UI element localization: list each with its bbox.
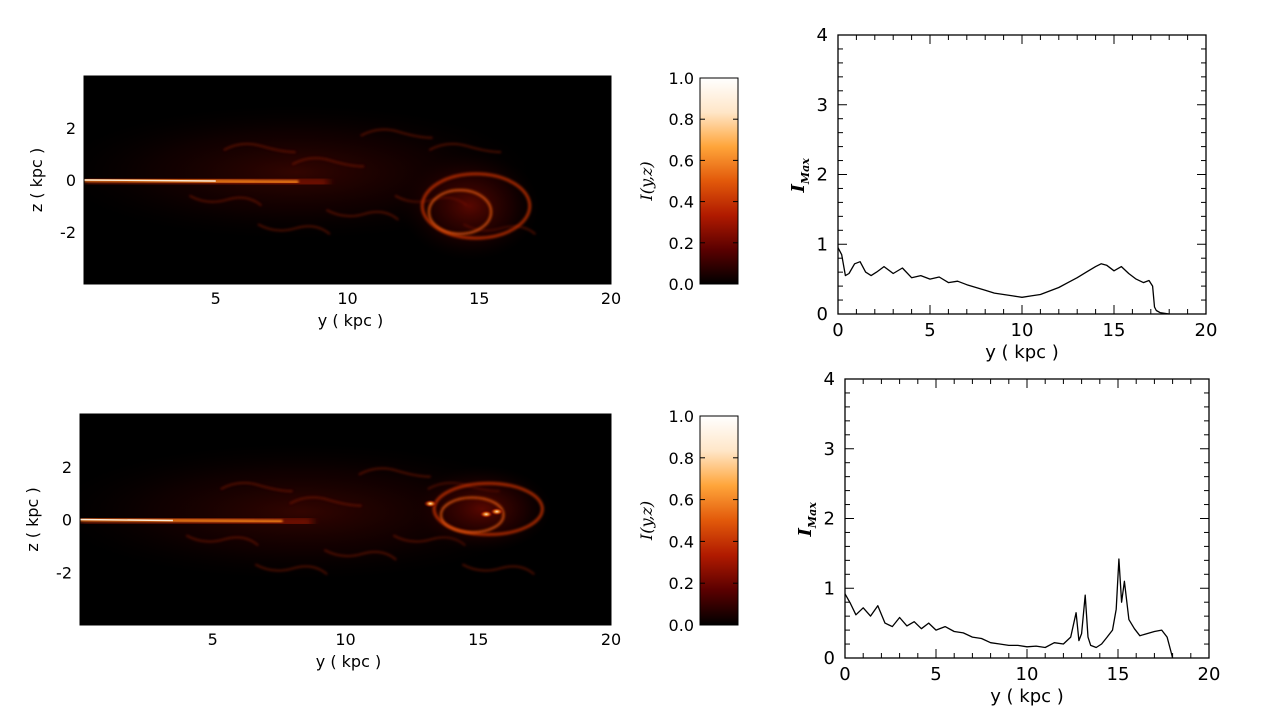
y-tick-label: 0	[817, 304, 828, 325]
y-tick-label: 4	[817, 25, 828, 46]
y-tick-label: 0	[66, 171, 76, 190]
heatmap-emission	[84, 104, 540, 261]
filament	[289, 496, 362, 507]
x-tick-label: 5	[930, 664, 941, 685]
jet-core	[80, 518, 173, 522]
colorbar-label: I(y,z)	[637, 501, 656, 541]
colorbar-tick-label: 0.4	[669, 193, 694, 212]
y-tick-label: 2	[824, 509, 835, 530]
x-tick-label: 10	[337, 289, 357, 308]
jet-core	[84, 179, 216, 182]
colorbar-tick-label: 1.0	[669, 69, 694, 88]
y-axis-label: z ( kpc )	[23, 487, 42, 551]
y-tick-label: 2	[62, 458, 72, 477]
y-tick-label: 2	[66, 119, 76, 138]
colorbar-tick-label: 0.2	[669, 234, 694, 253]
line-panel-bottom: 0 5 10 15 20 0 1 2 3 4 y ( kpc ) IMax	[795, 369, 1220, 707]
x-tick-label: 10	[335, 630, 355, 649]
colorbar-label: I(y,z)	[637, 161, 656, 201]
colorbar-tick-label: 1.0	[669, 407, 694, 426]
x-axis-label: y ( kpc )	[316, 652, 381, 671]
colorbar-tick-label: 0.4	[669, 532, 694, 551]
filament	[325, 209, 400, 221]
colorbar-top: 0.0 0.2 0.4 0.6 0.8 1.0 I(y,z)	[637, 69, 739, 294]
filament	[188, 194, 263, 207]
filament	[428, 142, 502, 154]
y-axis-label: IMax	[788, 158, 812, 194]
y-tick-label: 0	[824, 648, 835, 669]
filament	[185, 534, 259, 547]
x-tick-label: 15	[1103, 320, 1126, 341]
colorbar-tick-label: 0.6	[669, 151, 694, 170]
head-rim	[432, 481, 544, 537]
x-axis-label: y ( kpc )	[318, 311, 383, 330]
line-panel-top: 0 5 10 15 20 0 1 2 3 4 y ( kpc ) IMax	[788, 25, 1217, 363]
filament	[223, 142, 296, 154]
series-line	[844, 558, 1174, 659]
series-line	[837, 247, 1170, 315]
y-tick-label: 4	[824, 369, 835, 390]
x-tick-label: 5	[211, 289, 221, 308]
heatmap-frame	[83, 75, 612, 285]
colorbar-tick-label: 0.0	[669, 616, 694, 635]
colorbar-gradient	[699, 415, 739, 626]
head-rim	[420, 172, 532, 240]
y-axis-label: IMax	[795, 502, 819, 538]
y-tick-label: 2	[817, 165, 828, 186]
filament	[257, 223, 331, 235]
colorbar-tick-label: 0.2	[669, 574, 694, 593]
x-tick-label: 5	[924, 320, 935, 341]
hotspot	[489, 507, 504, 516]
y-tick-label: 0	[62, 511, 72, 530]
head-knot	[427, 189, 493, 235]
x-tick-label: 10	[1016, 664, 1039, 685]
x-tick-label: 10	[1011, 320, 1034, 341]
x-tick-label: 15	[469, 289, 489, 308]
colorbar-gradient	[699, 77, 739, 285]
y-tick-label: 3	[817, 95, 828, 116]
x-tick-label: 0	[832, 320, 843, 341]
y-tick-label: -2	[56, 563, 72, 582]
hotspot	[479, 510, 494, 519]
colorbar-tick-label: 0.0	[669, 275, 694, 294]
filament	[291, 157, 365, 168]
x-tick-label: 20	[601, 289, 621, 308]
heatmap-frame	[79, 413, 612, 626]
colorbar-tick-label: 0.6	[669, 491, 694, 510]
filament	[461, 563, 535, 576]
colorbar-tick-label: 0.8	[669, 449, 694, 468]
heatmap-emission	[80, 443, 553, 581]
head-knot	[439, 496, 505, 534]
x-tick-label: 5	[208, 630, 218, 649]
y-tick-label: 3	[824, 439, 835, 460]
plot-frame	[844, 378, 1210, 659]
x-axis-label: y ( kpc )	[990, 686, 1064, 707]
filament	[254, 563, 328, 576]
x-tick-label: 20	[1198, 664, 1221, 685]
cocoon-haze	[80, 443, 551, 581]
hotspot	[423, 499, 438, 508]
colorbar-bottom: 0.0 0.2 0.4 0.6 0.8 1.0 I(y,z)	[637, 407, 739, 635]
x-tick-label: 20	[1195, 320, 1218, 341]
y-tick-label: 1	[824, 578, 835, 599]
filament	[360, 128, 433, 139]
filament	[220, 481, 293, 493]
filament	[358, 467, 431, 478]
x-tick-label: 0	[839, 664, 850, 685]
y-tick-label: 1	[817, 234, 828, 255]
plot-frame	[837, 34, 1207, 315]
y-axis-label: z ( kpc )	[27, 148, 46, 212]
x-tick-label: 15	[468, 630, 488, 649]
colorbar-tick-label: 0.8	[669, 110, 694, 129]
x-tick-label: 15	[1107, 664, 1130, 685]
x-tick-label: 20	[601, 630, 621, 649]
x-axis-label: y ( kpc )	[985, 342, 1059, 363]
filament	[323, 548, 397, 561]
y-tick-label: -2	[60, 223, 76, 242]
